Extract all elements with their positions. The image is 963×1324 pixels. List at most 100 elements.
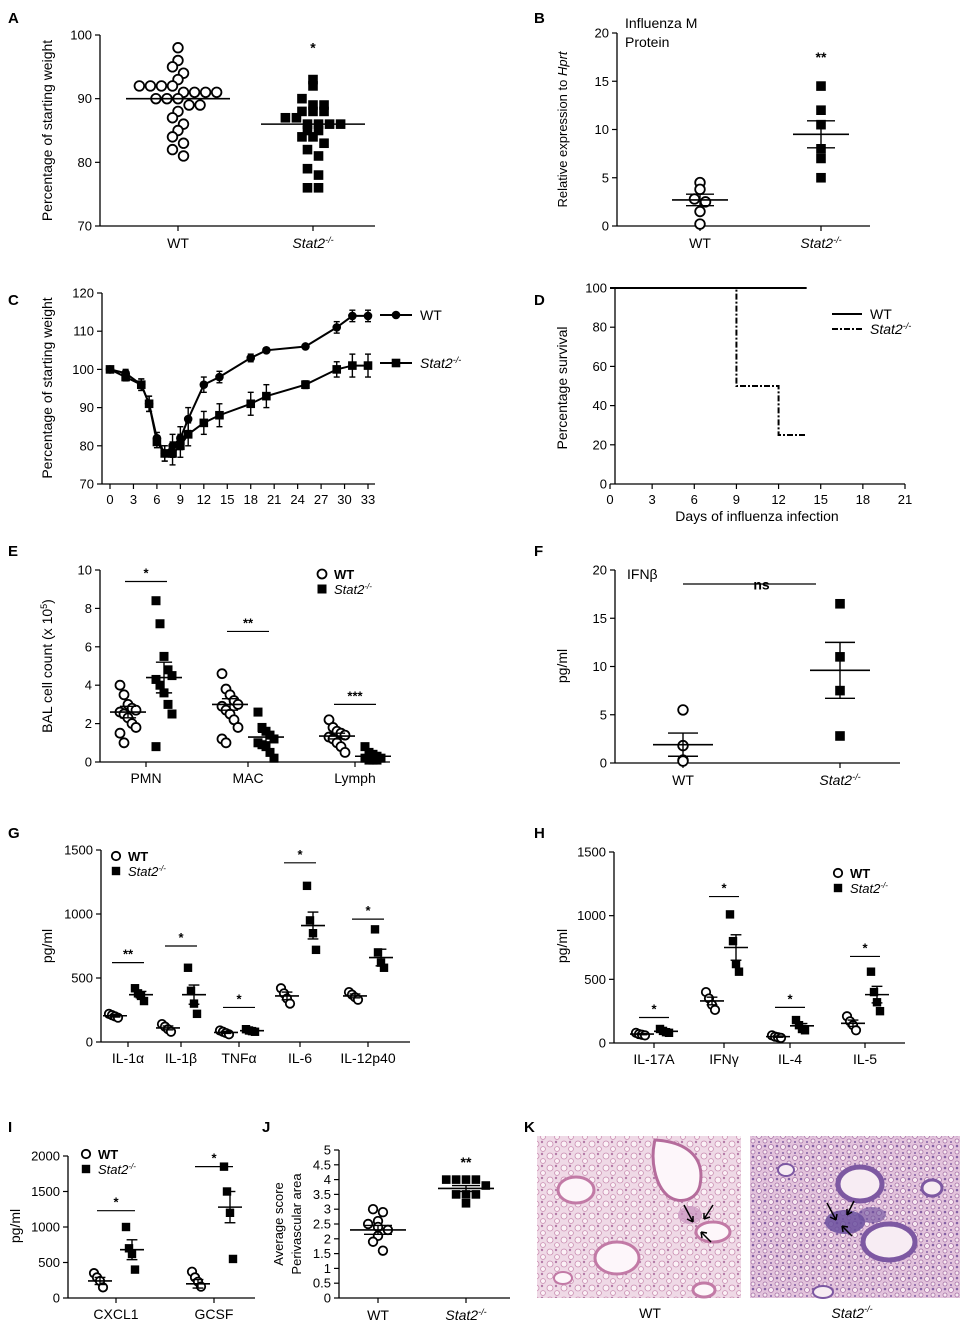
data-point — [284, 998, 296, 1009]
data-point — [151, 674, 161, 684]
data-point — [363, 311, 373, 321]
y-tick-label: 2000 — [31, 1149, 60, 1164]
x-tick-label: 18 — [856, 492, 870, 507]
data-point — [114, 679, 126, 691]
y-tick-label: 0.5 — [313, 1276, 331, 1291]
y-tick-label: 1000 — [577, 908, 606, 923]
data-point — [850, 1025, 862, 1036]
x-tick-label: IL-1α — [112, 1050, 144, 1066]
legend-marker — [316, 568, 328, 580]
data-point — [183, 414, 193, 424]
histology-stat2-label: Stat2-/- — [831, 1304, 872, 1321]
y-tick-label: 20 — [593, 563, 607, 578]
histology-stat2-arrows — [826, 1200, 855, 1237]
data-point — [319, 106, 329, 117]
data-point — [348, 361, 357, 370]
y-tick-label: 10 — [595, 122, 609, 137]
data-point — [246, 399, 256, 409]
y-tick-label: 3 — [324, 1202, 331, 1217]
data-point — [269, 734, 279, 744]
legend-label: WT — [850, 866, 870, 881]
significance-label: * — [310, 40, 316, 56]
legend-label: Stat2-/- — [128, 864, 166, 879]
data-point — [199, 380, 209, 389]
x-tick-label: 30 — [337, 492, 351, 507]
data-point — [367, 1203, 379, 1215]
x-tick-label: 24 — [290, 492, 304, 507]
significance-label: *** — [347, 688, 363, 703]
legend-marker — [111, 866, 121, 876]
panel-letter-k: K — [524, 1119, 535, 1136]
data-point — [305, 916, 315, 925]
chart-j: 00.511.522.533.544.55 WT Stat2-/- ** Average… — [271, 1143, 510, 1323]
data-point — [297, 106, 307, 117]
data-point — [262, 346, 271, 355]
significance-label: * — [236, 991, 242, 1006]
data-point — [144, 80, 157, 92]
data-point — [734, 967, 744, 976]
data-point — [133, 80, 146, 92]
data-point — [105, 365, 115, 374]
histology-wt-image — [537, 1136, 741, 1299]
y-tick-label: 120 — [72, 286, 94, 301]
legend-marker — [832, 867, 844, 879]
y-tick-label: 90 — [80, 400, 94, 415]
data-point — [167, 671, 177, 681]
data-point — [166, 131, 179, 143]
data-point — [688, 193, 701, 205]
x-tick-label: 33 — [361, 492, 375, 507]
data-point — [297, 132, 307, 142]
data-point — [367, 1236, 379, 1247]
x-tick-label: WT — [672, 772, 694, 788]
y-tick-label: 15 — [595, 74, 609, 89]
data-point — [308, 81, 318, 91]
data-point — [253, 707, 263, 717]
x-tick-label: TNFα — [221, 1050, 256, 1066]
y-tick-label: 100 — [72, 362, 94, 377]
y-tick-label: 70 — [80, 477, 94, 492]
data-point — [451, 1175, 461, 1184]
x-tick-label: 18 — [243, 492, 257, 507]
data-point — [183, 99, 195, 111]
legend-marker — [110, 850, 122, 862]
data-point — [118, 737, 130, 749]
significance-label: * — [787, 991, 793, 1006]
data-point — [835, 731, 845, 741]
y-tick-label: 10 — [78, 563, 92, 578]
legend-label: WT — [98, 1147, 118, 1162]
data-point — [152, 437, 162, 447]
data-point — [301, 380, 310, 389]
y-tick-label: 90 — [78, 91, 92, 106]
legend-label: Stat2-/- — [334, 582, 372, 597]
y-tick-label: 20 — [595, 26, 609, 41]
legend-label: Stat2-/- — [850, 881, 888, 896]
data-point — [124, 1244, 134, 1253]
data-point — [246, 353, 256, 363]
panel-letter-d: D — [534, 292, 545, 309]
data-point — [332, 365, 342, 374]
legend-marker — [391, 358, 401, 368]
data-point — [192, 1009, 202, 1019]
x-tick-label: 21 — [267, 492, 281, 507]
data-point — [166, 112, 179, 124]
data-point — [232, 722, 244, 733]
x-tick-label: 27 — [314, 492, 328, 507]
data-point — [114, 727, 126, 739]
y-tick-label: 5 — [324, 1143, 331, 1158]
x-tick-label: IL-4 — [778, 1051, 802, 1067]
significance-label: * — [211, 1151, 217, 1166]
legend-marker — [80, 1148, 92, 1160]
data-point — [339, 747, 351, 758]
chart-h: 0 500 1000 1500 IL-17A IFNγ IL-4 IL-5 * * * * WTStat… — [554, 845, 905, 1067]
y-tick-label: 80 — [80, 438, 94, 453]
data-point — [308, 100, 318, 110]
data-point — [866, 967, 876, 976]
x-tick-label: 21 — [898, 492, 912, 507]
y-axis-label: pg/ml — [39, 929, 55, 963]
data-point — [332, 323, 342, 332]
data-point — [461, 1175, 471, 1184]
x-tick-label: IFNγ — [709, 1051, 739, 1067]
data-point — [441, 1175, 451, 1184]
legend-label: Stat2-/- — [98, 1162, 136, 1177]
y-tick-label: 500 — [38, 1255, 60, 1270]
